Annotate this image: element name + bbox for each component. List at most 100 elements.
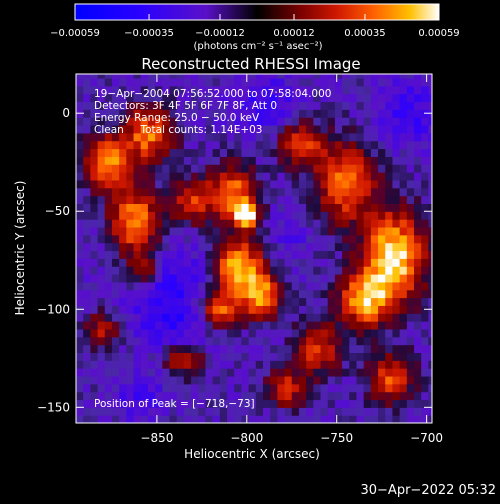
heatmap-cell — [90, 281, 99, 291]
heatmap-cell — [155, 289, 163, 299]
heatmap-cell — [155, 383, 163, 393]
heatmap-cell — [378, 297, 386, 306]
heatmap-cell — [147, 391, 156, 401]
heatmap-cell — [392, 124, 401, 134]
heatmap-cell — [284, 305, 293, 314]
heatmap-cell — [90, 266, 99, 275]
heatmap-cell — [356, 266, 365, 275]
heatmap-cell — [147, 93, 156, 103]
heatmap-cell — [111, 234, 120, 244]
heatmap-cell — [320, 132, 329, 142]
heatmap-cell — [370, 360, 379, 369]
heatmap-cell — [349, 407, 358, 416]
heatmap-cell — [320, 195, 329, 204]
heatmap-cell — [356, 352, 365, 361]
heatmap-cell — [90, 117, 99, 126]
heatmap-cell — [176, 281, 185, 291]
heatmap-cell — [111, 109, 120, 118]
heatmap-cell — [162, 368, 171, 377]
heatmap-cell — [399, 74, 408, 79]
heatmap-cell — [370, 250, 379, 259]
heatmap-cell — [205, 352, 214, 361]
heatmap-cell — [421, 407, 429, 416]
heatmap-cell — [255, 74, 264, 79]
heatmap-cell — [370, 375, 379, 385]
heatmap-cell — [255, 250, 264, 259]
heatmap-cell — [255, 211, 264, 220]
heatmap-cell — [320, 313, 329, 322]
heatmap-cell — [104, 187, 113, 197]
heatmap-cell — [119, 368, 127, 377]
heatmap-cell — [219, 258, 228, 267]
heatmap-cell — [104, 281, 113, 291]
heatmap-cell — [76, 415, 84, 423]
heatmap-cell — [147, 258, 156, 267]
heatmap-cell — [392, 336, 401, 346]
heatmap-cell — [212, 172, 221, 181]
heatmap-cell — [162, 258, 171, 267]
heatmap-cell — [334, 109, 343, 118]
heatmap-cell — [414, 172, 422, 181]
heatmap-cell — [349, 266, 358, 275]
heatmap-cell — [291, 109, 300, 118]
heatmap-cell — [320, 242, 329, 252]
heatmap-cell — [111, 352, 120, 361]
heatmap-cell — [111, 328, 120, 338]
heatmap-cell — [428, 140, 432, 150]
heatmap-cell — [421, 281, 429, 291]
heatmap-cell — [270, 93, 278, 103]
heatmap-cell — [76, 164, 84, 173]
heatmap-cell — [399, 352, 408, 361]
heatmap-cell — [183, 132, 192, 142]
heatmap-cell — [183, 383, 192, 393]
heatmap-cell — [421, 368, 429, 377]
heatmap-cell — [385, 321, 394, 330]
heatmap-cell — [212, 226, 221, 236]
heatmap-cell — [76, 219, 84, 228]
heatmap-cell — [97, 101, 106, 110]
heatmap-cell — [284, 391, 293, 401]
heatmap-cell — [356, 375, 365, 385]
heatmap-cell — [169, 117, 178, 126]
heatmap-cell — [334, 117, 343, 126]
heatmap-cell — [428, 234, 432, 244]
heatmap-cell — [248, 281, 257, 291]
heatmap-cell — [406, 172, 415, 181]
heatmap-cell — [227, 172, 235, 181]
heatmap-cell — [219, 336, 228, 346]
heatmap-cell — [291, 336, 300, 346]
heatmap-cell — [133, 156, 142, 165]
heatmap-cell — [428, 226, 432, 236]
heatmap-cell — [234, 195, 243, 204]
heatmap-cell — [90, 179, 99, 189]
heatmap-cell — [97, 407, 106, 416]
heatmap-cell — [298, 140, 307, 150]
heatmap-cell — [298, 74, 307, 79]
heatmap-cell — [378, 321, 386, 330]
heatmap-cell — [83, 360, 91, 369]
heatmap-cell — [140, 172, 149, 181]
y-axis-ticks: 0−50−100−150 — [37, 106, 432, 414]
heatmap-cell — [399, 156, 408, 165]
heatmap-cell — [97, 117, 106, 126]
heatmap-cell — [76, 77, 84, 87]
heatmap-cell — [428, 321, 432, 330]
heatmap-cell — [205, 391, 214, 401]
heatmap-cell — [378, 328, 386, 338]
heatmap-cell — [262, 250, 271, 259]
heatmap-cell — [284, 77, 293, 87]
heatmap-cell — [133, 336, 142, 346]
heatmap-cell — [334, 74, 343, 79]
heatmap-cell — [104, 399, 113, 408]
heatmap-cell — [277, 344, 286, 354]
heatmap-cell — [356, 109, 365, 118]
heatmap-cell — [119, 407, 127, 416]
heatmap-cell — [119, 117, 127, 126]
heatmap-cell — [248, 234, 257, 244]
heatmap-cell — [378, 399, 386, 408]
heatmap-cell — [176, 187, 185, 197]
heatmap-cell — [227, 226, 235, 236]
heatmap-cell — [291, 179, 300, 189]
heatmap-cell — [104, 266, 113, 275]
heatmap-cell — [428, 289, 432, 299]
